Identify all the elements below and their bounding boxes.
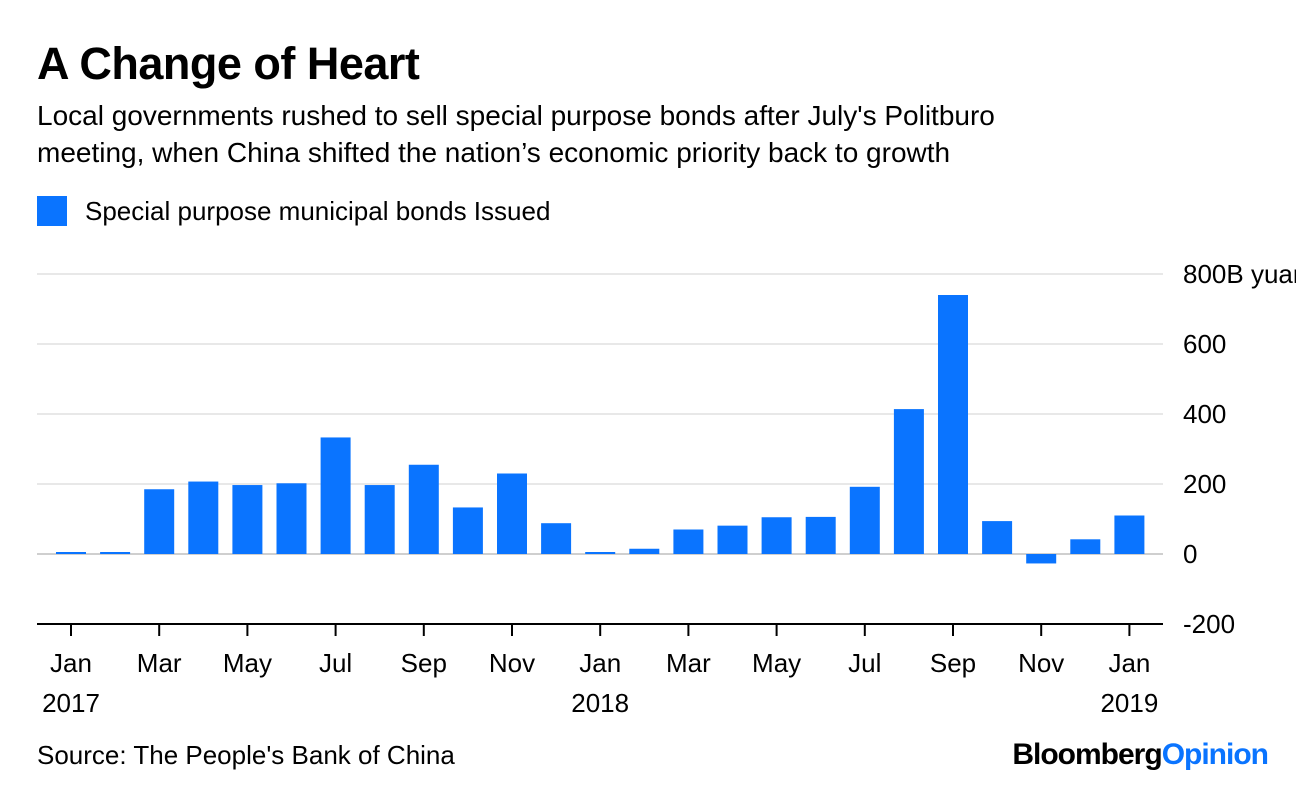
bar — [1026, 554, 1057, 564]
bar — [541, 523, 572, 554]
bar — [982, 521, 1013, 554]
y-tick-label: 0 — [1183, 539, 1197, 569]
x-tick-label: Jan — [1108, 648, 1150, 678]
y-tick-label: 400 — [1183, 399, 1226, 429]
bar — [717, 525, 748, 554]
source-note: Source: The People's Bank of China — [37, 740, 455, 770]
x-year-label: 2017 — [42, 688, 100, 718]
brand-part-2: Opinion — [1161, 738, 1269, 771]
x-tick-label: Jan — [579, 648, 621, 678]
legend-swatch — [37, 196, 67, 226]
legend-label: Special purpose municipal bonds Issued — [85, 195, 551, 226]
x-tick-label: Nov — [489, 648, 535, 678]
y-tick-label: -200 — [1183, 609, 1235, 639]
x-year-label: 2019 — [1100, 688, 1158, 718]
bar — [144, 489, 175, 554]
bar — [893, 409, 924, 554]
bar — [232, 485, 263, 554]
bar — [188, 481, 219, 554]
bar — [100, 552, 131, 554]
y-tick-label: 200 — [1183, 469, 1226, 499]
bar — [761, 517, 792, 554]
bar — [56, 552, 86, 554]
x-tick-label: May — [752, 648, 801, 678]
bar — [497, 473, 527, 554]
subtitle-line-1: Local governments rushed to sell special… — [37, 100, 995, 131]
chart-subtitle: Local governments rushed to sell special… — [37, 97, 1267, 171]
x-year-label: 2018 — [571, 688, 629, 718]
x-tick-label: May — [223, 648, 272, 678]
x-tick-label: Sep — [401, 648, 447, 678]
bar — [629, 548, 660, 554]
bar — [849, 486, 880, 554]
y-tick-label: 600 — [1183, 329, 1226, 359]
bar — [805, 516, 836, 554]
x-tick-label: Jul — [319, 648, 352, 678]
bar — [452, 507, 483, 554]
bar — [364, 485, 395, 554]
bar — [276, 483, 307, 554]
bar — [938, 295, 968, 554]
x-tick-label: Nov — [1018, 648, 1064, 678]
bar — [1114, 515, 1145, 554]
y-tick-label: 800B yuan — [1183, 259, 1296, 289]
bar — [585, 552, 616, 554]
chart-legend: Special purpose municipal bonds Issued — [37, 195, 550, 227]
chart-title: A Change of Heart — [37, 38, 420, 89]
x-tick-label: Mar — [137, 648, 182, 678]
subtitle-line-2: meeting, when China shifted the nation’s… — [37, 137, 951, 168]
x-tick-label: Mar — [666, 648, 711, 678]
brand-part-1: Bloomberg — [1012, 738, 1162, 771]
x-tick-label: Sep — [930, 648, 976, 678]
bar — [408, 464, 439, 554]
bar — [1070, 539, 1101, 554]
bar — [673, 529, 704, 554]
x-tick-label: Jul — [848, 648, 881, 678]
brand-logo: BloombergOpinion — [1012, 738, 1269, 772]
x-tick-label: Jan — [50, 648, 92, 678]
bar — [320, 437, 351, 554]
